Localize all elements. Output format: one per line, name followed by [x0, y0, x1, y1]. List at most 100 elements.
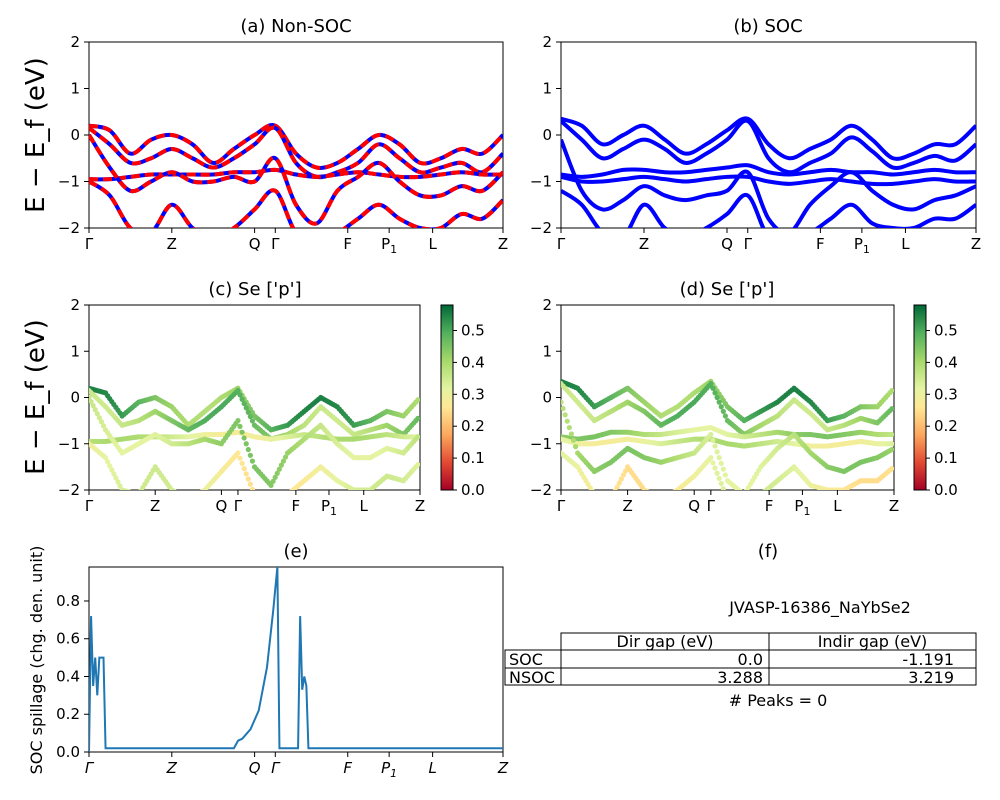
- panel-e-ytick-label-3: 0.6: [56, 630, 80, 648]
- gap-table-header-indir: Indir gap (eV): [818, 632, 928, 651]
- panel-d-point-b6-9-7: [723, 491, 728, 496]
- panel-d-point-b2-9-3: [714, 394, 720, 401]
- panel-a-ytick-label-0: 2: [70, 33, 80, 51]
- panel-d-point-b6-2-3: [598, 494, 603, 499]
- gap-table: Dir gap (eV) Indir gap (eV) SOC 0.0 -1.191 NS…: [504, 632, 977, 687]
- panel-c-point-b5-2-4: [129, 489, 132, 490]
- panel-c-ytick-label-3: −1: [58, 435, 80, 453]
- panel-c-point-b5-6-0: [186, 497, 191, 502]
- panel-d-point-b5-9-6: [720, 466, 726, 472]
- panel-a-band-b5-nsoc: [89, 179, 503, 228]
- panel-a-xtick-label-4: F: [343, 235, 352, 253]
- panel-c-point-b5-11-2: [273, 495, 278, 500]
- panel-d-point-b5-9-3: [714, 449, 720, 455]
- panel-d-point-b6-10-0: [725, 497, 730, 502]
- panel-e-xtick-label-5: P1: [381, 759, 397, 780]
- gap-table-row-0-label: SOC: [509, 650, 543, 669]
- panel-f-title: (f): [758, 541, 778, 562]
- panel-d-point-b6-3-4: [616, 480, 622, 486]
- panel-a-xtick-sub-5: 1: [390, 243, 397, 256]
- panel-c-xtick-label-6: L: [360, 497, 369, 515]
- panel-d-point-b6-6-2: [662, 494, 667, 499]
- panel-c-point-b5-9-7: [249, 486, 256, 490]
- panel-c-point-b4-0-7: [100, 423, 107, 429]
- gap-table-row-0-indir: -1.191: [902, 650, 954, 669]
- panel-d-xtick-label-0: Γ: [557, 497, 566, 515]
- panel-b-ytick-label-4: −2: [530, 219, 552, 237]
- panel-c-point-b4-11-5: [278, 462, 284, 468]
- panel-e-xtick-label-4: F: [343, 759, 352, 777]
- panel-c-point-b4-11-6: [280, 458, 287, 464]
- panel-c-point-b5-1-4: [111, 471, 117, 477]
- panel-a-band-b4-nsoc: [89, 133, 503, 226]
- colorbar-c-label-4: 0.4: [461, 353, 485, 371]
- panel-d-point-b5-0-7: [572, 444, 579, 450]
- panel-a-band-b3: [89, 167, 503, 182]
- panel-c-point-b5-6-4: [194, 492, 199, 497]
- panel-d-point-b5-0-4: [566, 424, 572, 431]
- panel-c-point-b5-11-5: [279, 494, 284, 499]
- panel-c-point-b4-19-7: [415, 434, 420, 440]
- colorbar-d-label-5: 0.5: [934, 322, 958, 340]
- panel-d-point-b6-10-3: [731, 497, 736, 502]
- panel-b-band-b4: [561, 174, 976, 187]
- panel-d-point-b6-11-0: [742, 497, 747, 502]
- panel-d-point-b6-2-5: [602, 495, 607, 500]
- panel-c-point-b4-0-2: [90, 402, 96, 409]
- panel-e-ytick-label-4: 0.8: [56, 592, 80, 610]
- panel-d-point-b5-10-7: [739, 490, 744, 495]
- panel-c-point-b5-10-0: [252, 492, 257, 497]
- panel-d-point-b6-6-4: [667, 492, 672, 497]
- panel-d-ytick-label-0: 2: [542, 296, 552, 314]
- ylabel-bottom-text: SOC spillage (chg. den. unit): [27, 546, 46, 775]
- panel-c-point-b5-5-2: [174, 489, 178, 490]
- gap-table-row-2: [504, 667, 977, 686]
- panel-d-xtick-label-2: Q: [688, 497, 700, 515]
- panel-c-point-b5-6-5: [196, 491, 201, 496]
- ylabel-bottom: SOC spillage (chg. den. unit): [27, 546, 46, 775]
- panel-b-ytick-label-0: 2: [542, 33, 552, 51]
- panel-c-point-b5-11-1: [271, 496, 276, 501]
- panel-e-xtick-label-7: Z: [497, 759, 509, 777]
- panel-a-frame: [88, 41, 504, 229]
- panel-c-point-b5-11-0: [268, 497, 273, 502]
- material-label: JVASP-16386_NaYbSe2: [728, 598, 911, 618]
- panel-d-point-b6-3-3: [614, 484, 620, 490]
- panel-c-point-b4-11-0: [268, 482, 274, 488]
- panel-c-point-b5-3-0: [136, 492, 141, 497]
- panel-c-ytick-label-0: 2: [70, 296, 80, 314]
- panel-a-xtick-label-0: Γ: [85, 235, 94, 253]
- panel-c-point-b2-9-4: [243, 405, 249, 411]
- panel-c-point-b5-19-7: [415, 461, 420, 468]
- panel-c-xtick-sub-5: 1: [330, 505, 337, 518]
- panel-d-point-b5-0-5: [568, 431, 575, 437]
- panel-d-point-b6-3-0: [608, 497, 613, 502]
- panel-d-point-b2-9-1: [710, 385, 716, 391]
- panel-d-point-b6-11-6: [754, 493, 759, 498]
- panel-d-point-b6-2-4: [600, 494, 605, 499]
- panel-e-ytick-label-0: 0.0: [56, 743, 80, 761]
- panel-d-xtick-label-7: Z: [889, 497, 899, 515]
- panel-b-ytick-label-3: −1: [530, 173, 552, 191]
- gap-table-header-dir: Dir gap (eV): [617, 632, 714, 651]
- panel-c-point-b5-5-7: [184, 495, 189, 500]
- panel-c-point-b5-2-7: [134, 491, 139, 496]
- panel-d-ytick-label-4: −2: [530, 481, 552, 499]
- panel-d-point-b5-9-4: [716, 455, 722, 461]
- panel-d-point-b6-10-6: [737, 497, 742, 502]
- panel-d-point-b6-9-1: [710, 460, 716, 466]
- panel-d-points: [561, 378, 894, 502]
- colorbar-d-label-2: 0.2: [934, 417, 958, 435]
- panel-c-point-b5-9-0: [235, 450, 241, 456]
- panel-c-point-b5-9-1: [237, 455, 243, 461]
- panel-d-point-b6-5-3: [648, 491, 653, 496]
- panel-c-point-b5-10-6: [264, 495, 269, 500]
- panel-c-plot: 210−1−2Γ Z Q Γ F P1 L Z: [58, 296, 425, 518]
- panel-d-point-b2-9-4: [716, 399, 722, 405]
- panel-a-plot: 210−1−2Γ Z Q Γ F P1 L Z: [58, 33, 508, 256]
- panel-c-point-b5-5-6: [182, 494, 187, 499]
- panel-d-point-b6-10-7: [739, 497, 744, 502]
- panel-d-point-b6-10-1: [727, 497, 732, 502]
- panel-b-xtick-label-3: Γ: [744, 235, 753, 253]
- panel-d-point-b5-10-6: [737, 488, 743, 490]
